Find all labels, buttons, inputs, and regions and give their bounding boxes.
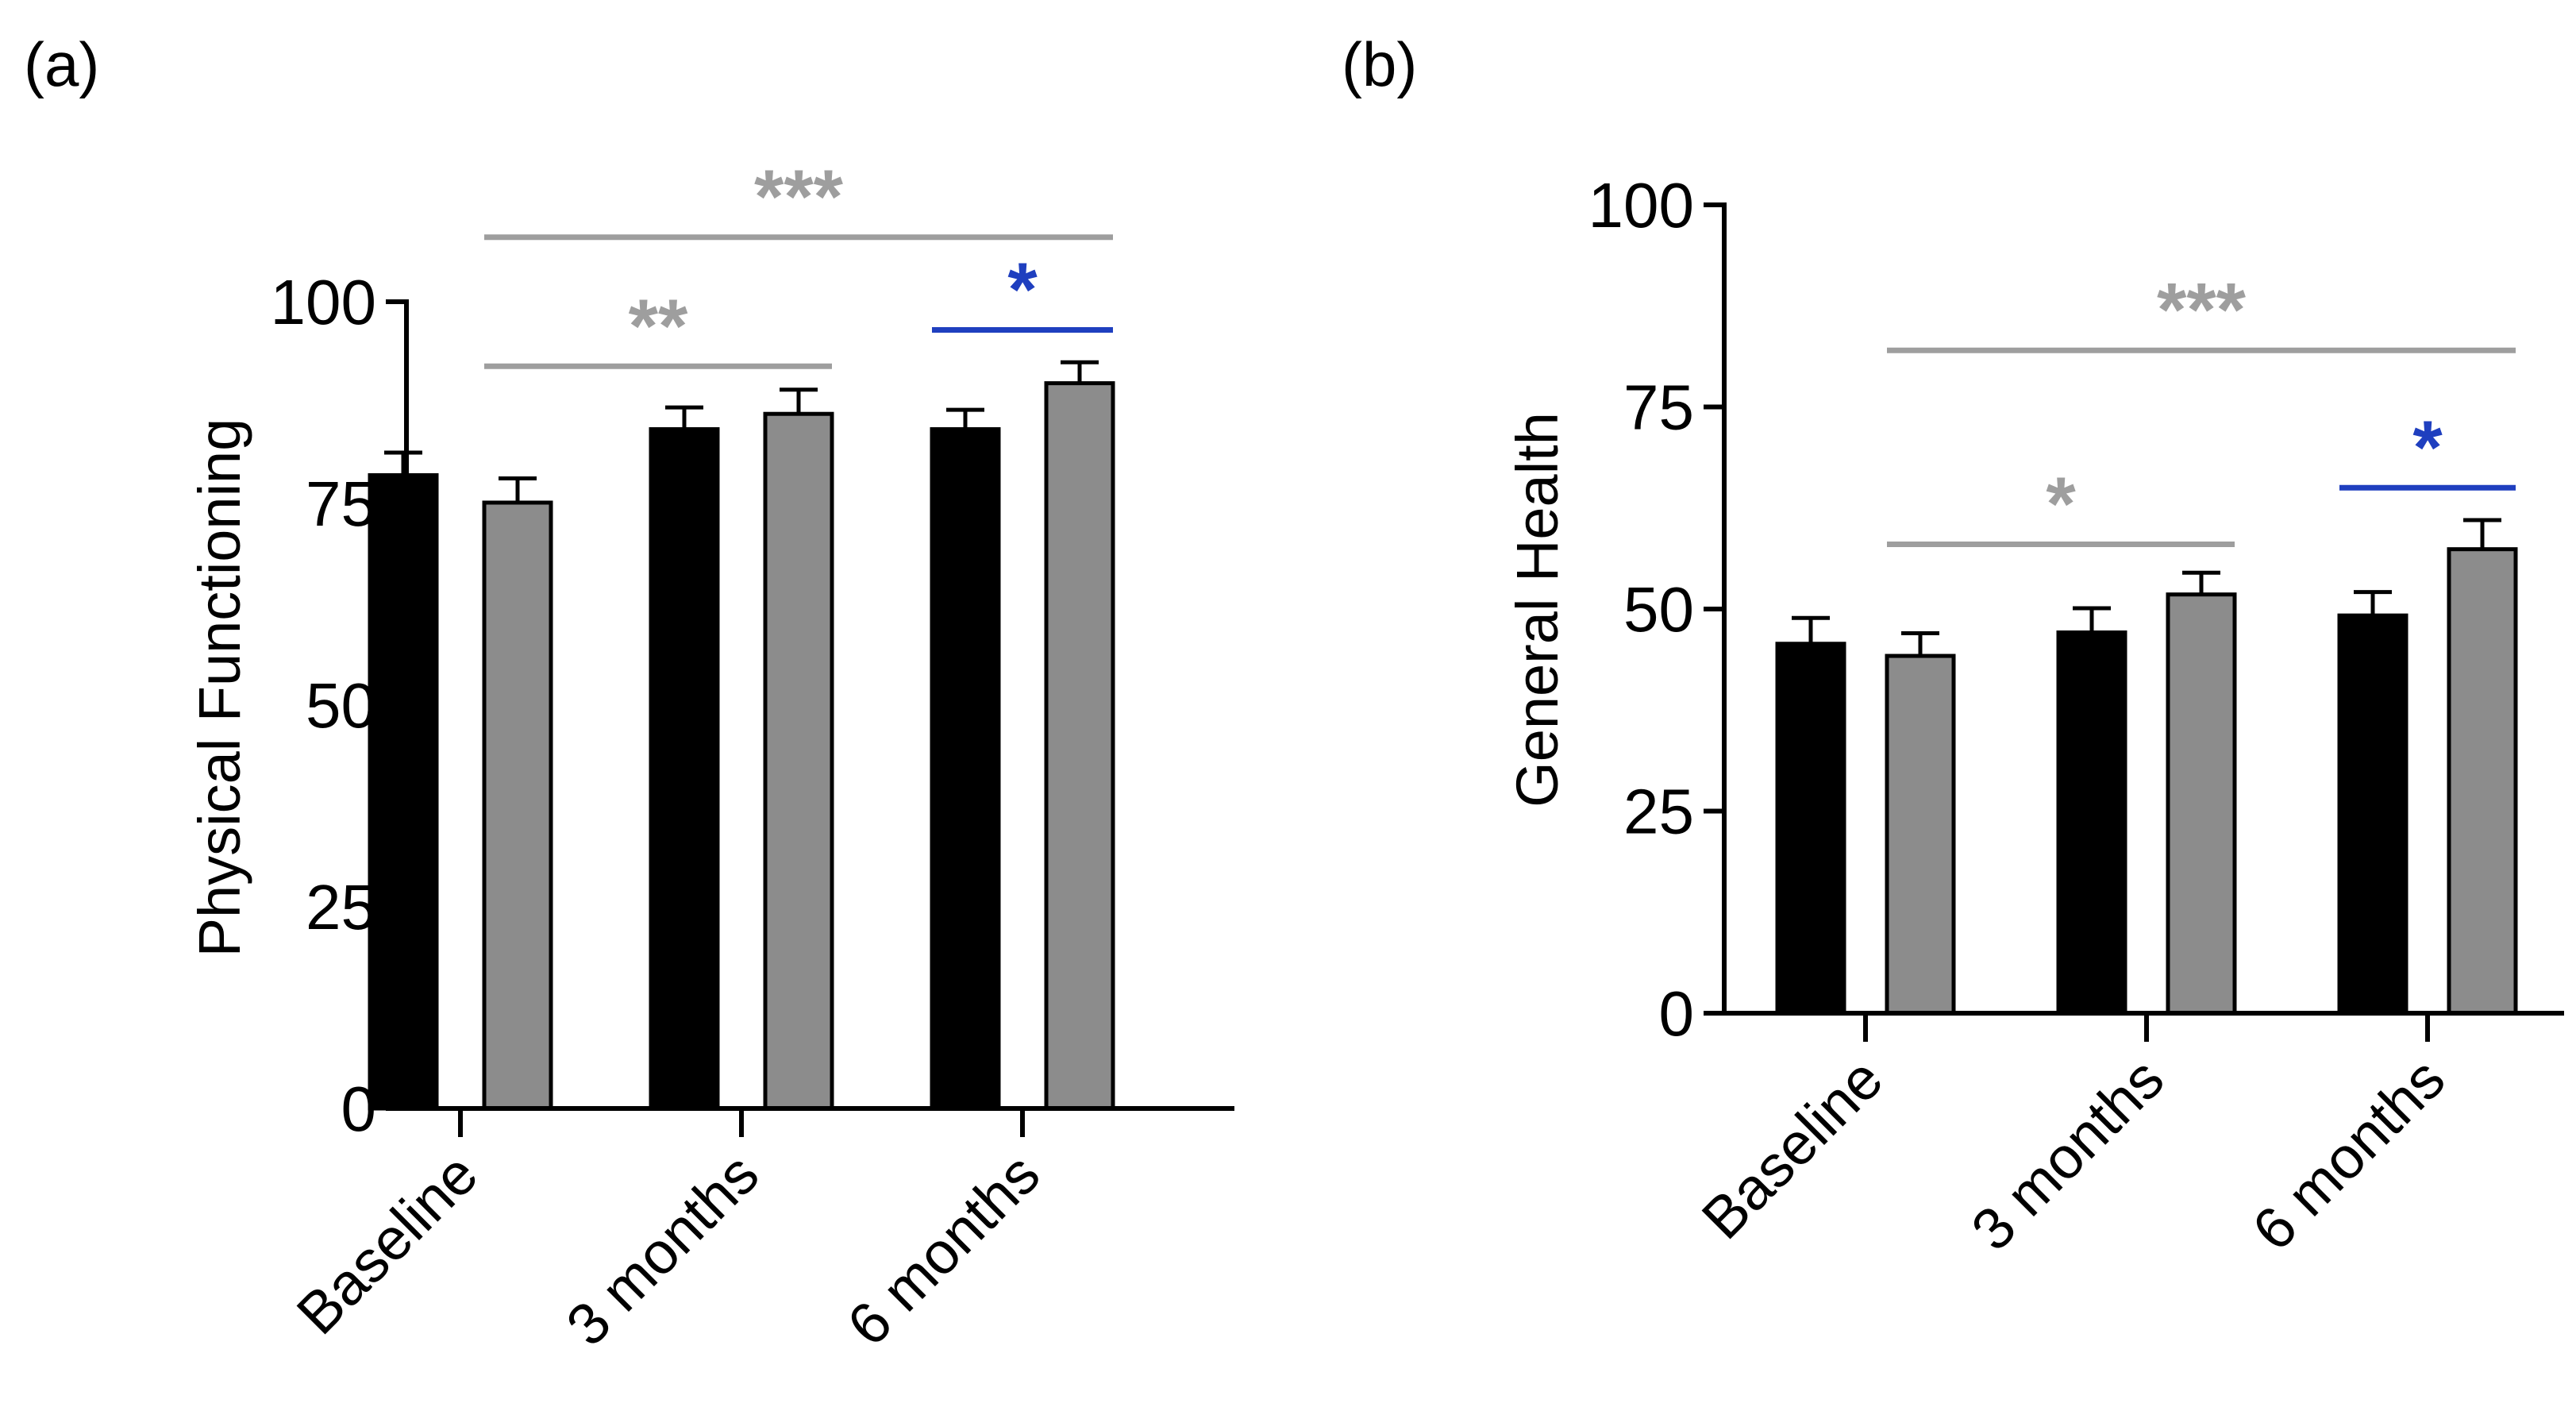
panel-b-bar-s1-0 xyxy=(1775,642,1846,1016)
panel-b-y-tick-label-2: 50 xyxy=(1623,574,1694,645)
panel-b-bar-s1-2 xyxy=(2337,613,2409,1016)
panel-b-sig-label-1: * xyxy=(2046,462,2076,547)
panel-a-y-tick-label-4: 100 xyxy=(271,267,376,337)
panel-b-bar-s1-1 xyxy=(2056,630,2127,1016)
panel-a-y-axis-label: Physical Functioning xyxy=(187,418,252,958)
panel-b-bar-s2-1 xyxy=(2166,592,2237,1016)
panel-a-y-tick-label-1: 25 xyxy=(306,872,376,943)
panel-b-y-tick-label-4: 100 xyxy=(1588,170,1694,241)
panel-a-sig-label-1: ** xyxy=(629,283,688,368)
panel-b-x-tick-label-1: 3 months xyxy=(1958,1046,2176,1263)
panel-b-sig-label-0: *** xyxy=(2157,268,2247,353)
panel-a-x-tick-label-1: 3 months xyxy=(553,1141,771,1359)
panel-a-physical-functioning: (a) Physical Functioning 0 25 50 75 100 Base… xyxy=(24,29,1234,1359)
panel-b-general-health: (b) General Health 0 25 50 75 100 Baseline 3 … xyxy=(1342,29,2564,1263)
panel-a-bar-s1-2 xyxy=(930,427,1001,1111)
panel-b-sig-label-2: * xyxy=(2412,405,2443,490)
panel-b-x-tick-label-2: 6 months xyxy=(2239,1046,2457,1263)
panel-a-y-ticks: 0 25 50 75 100 xyxy=(271,267,406,1144)
panel-b-y-ticks: 0 25 50 75 100 xyxy=(1588,170,1724,1049)
panel-b-y-tick-label-3: 75 xyxy=(1623,372,1694,443)
panel-b-bar-s2-2 xyxy=(2447,547,2518,1016)
panel-a-x-ticks: Baseline 3 months 6 months xyxy=(284,1108,1052,1359)
panel-b-significance: ***** xyxy=(1887,268,2516,548)
panel-a-bar-s2-1 xyxy=(763,411,834,1111)
panel-b-y-tick-label-1: 25 xyxy=(1623,777,1694,847)
panel-a-error-bars xyxy=(384,360,1099,503)
panel-b-x-ticks: Baseline 3 months 6 months xyxy=(1689,1013,2457,1263)
panel-b-axes xyxy=(1722,202,2564,1016)
panel-b-x-tick-label-0: Baseline xyxy=(1689,1046,1895,1251)
panel-a-bar-s1-0 xyxy=(368,472,439,1111)
panel-a-x-tick-label-0: Baseline xyxy=(284,1141,490,1347)
panel-b-error-bars xyxy=(1792,518,2501,657)
panel-a-bar-s2-2 xyxy=(1044,381,1115,1111)
panel-a-label: (a) xyxy=(24,29,99,99)
panel-a-sig-label-2: * xyxy=(1007,248,1038,333)
panel-a-bar-s1-1 xyxy=(649,427,720,1111)
panel-a-bars xyxy=(368,381,1115,1111)
panel-b-y-axis-label: General Health xyxy=(1504,412,1570,808)
panel-b-bars xyxy=(1775,547,2518,1016)
panel-a-significance: ***** * xyxy=(484,155,1113,369)
panel-a-y-tick-label-0: 0 xyxy=(341,1074,377,1144)
panel-a-sig-label-0: *** xyxy=(754,155,844,240)
panel-a-y-tick-label-3: 75 xyxy=(306,468,376,539)
panel-b-label: (b) xyxy=(1342,29,1417,99)
panel-a-bar-s2-0 xyxy=(482,500,553,1111)
panel-b-y-tick-label-0: 0 xyxy=(1659,978,1695,1049)
panel-a-y-tick-label-2: 50 xyxy=(306,670,376,741)
panel-b-bar-s2-0 xyxy=(1885,653,1956,1016)
panel-a-x-tick-label-2: 6 months xyxy=(834,1141,1052,1359)
